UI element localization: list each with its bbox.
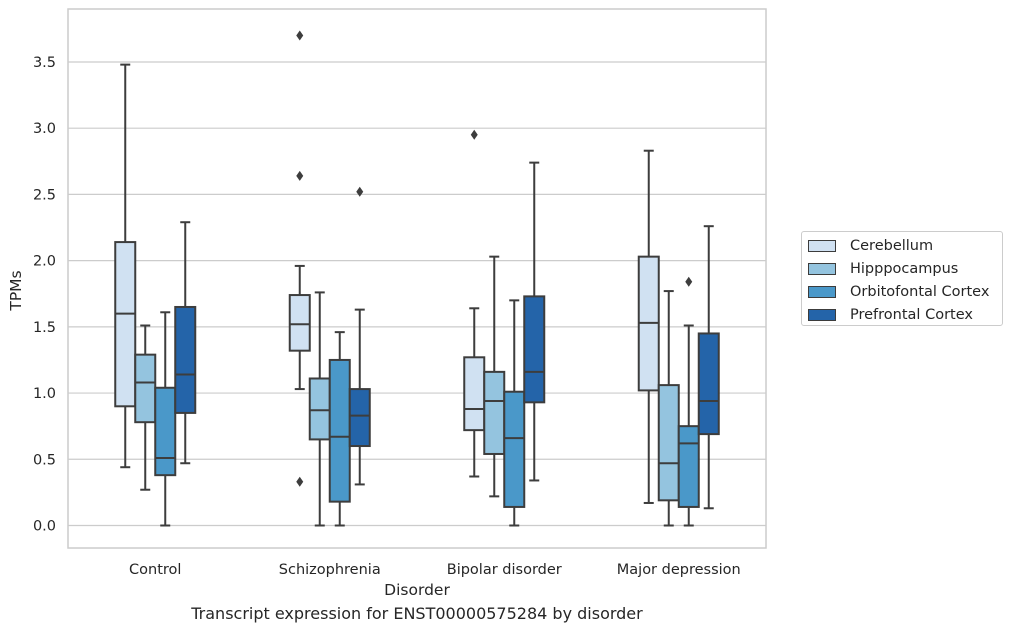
outlier-point (470, 129, 478, 140)
outlier-point (296, 476, 304, 487)
box-iqr (308, 377, 331, 441)
legend: Cerebellum Hipppocampus Orbitofontal Corte… (801, 231, 1003, 326)
y-tick-label: 3.0 (33, 121, 56, 137)
y-tick-label: 2.0 (33, 254, 56, 270)
x-tick-label: Major depression (617, 562, 741, 578)
box-iqr (463, 356, 486, 432)
legend-swatch (808, 263, 836, 275)
plot-frame (67, 8, 767, 549)
x-tick-label: Control (129, 562, 181, 578)
box-iqr (657, 384, 680, 502)
legend-label: Prefrontal Cortex (850, 307, 973, 323)
legend-label: Hipppocampus (850, 261, 959, 277)
legend-label: Orbitofontal Cortex (850, 284, 990, 300)
box-iqr (134, 353, 157, 424)
box-iqr (288, 294, 311, 352)
y-tick-label: 1.5 (33, 320, 56, 336)
outlier-point (296, 170, 304, 181)
y-tick-label: 1.0 (33, 386, 56, 402)
legend-item: Orbitofontal Cortex (808, 283, 989, 301)
box-iqr (348, 388, 371, 448)
box-iqr (114, 241, 137, 408)
y-tick-label: 2.5 (33, 187, 56, 203)
box-iqr (697, 332, 720, 436)
legend-item: Prefrontal Cortex (808, 306, 973, 324)
legend-swatch (808, 240, 836, 252)
x-axis-label: Disorder (384, 581, 450, 599)
chart-caption: Transcript expression for ENST0000057528… (191, 604, 643, 623)
y-tick-label: 0.0 (33, 518, 56, 534)
legend-swatch (808, 286, 836, 298)
y-tick-label: 3.5 (33, 55, 56, 71)
outlier-point (356, 186, 364, 197)
box-iqr (328, 358, 351, 503)
outlier-point (685, 276, 693, 287)
legend-swatch (808, 309, 836, 321)
box-iqr (677, 425, 700, 508)
box-iqr (174, 305, 197, 414)
box-iqr (154, 386, 177, 477)
y-axis-label: TPMs (7, 270, 25, 311)
legend-item: Cerebellum (808, 237, 933, 255)
x-tick-label: Bipolar disorder (447, 562, 562, 578)
box-iqr (483, 370, 506, 455)
legend-item: Hipppocampus (808, 260, 958, 278)
box-iqr (523, 295, 546, 404)
y-tick-label: 0.5 (33, 452, 56, 468)
box-iqr (503, 390, 526, 508)
outlier-point (296, 30, 304, 41)
legend-label: Cerebellum (850, 238, 934, 254)
x-tick-label: Schizophrenia (279, 562, 381, 578)
